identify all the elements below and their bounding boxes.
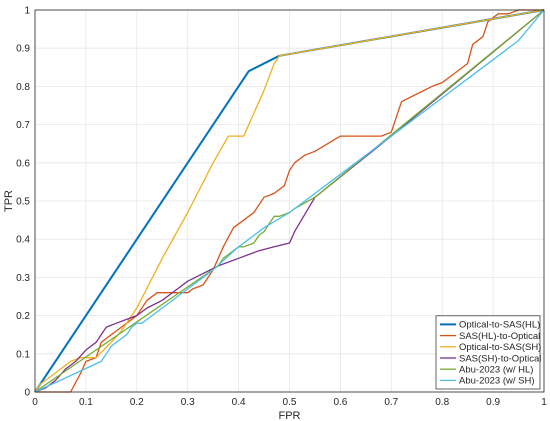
y-tick-label: 0.6 bbox=[16, 158, 30, 169]
y-tick-label: 0.3 bbox=[16, 273, 30, 284]
legend-label: Optical-to-SAS(HL) bbox=[459, 320, 540, 331]
y-tick-label: 0 bbox=[24, 388, 30, 399]
x-tick-label: 0.5 bbox=[283, 397, 297, 408]
y-tick-label: 0.5 bbox=[16, 197, 30, 208]
legend-label: SAS(SH)-to-Optical bbox=[459, 353, 541, 364]
legend-label: SAS(HL)-to-Optical bbox=[459, 331, 540, 342]
series-line-4 bbox=[34, 9, 545, 393]
y-tick-label: 0.4 bbox=[16, 235, 30, 246]
series-line-6 bbox=[34, 9, 545, 393]
legend-items: Optical-to-SAS(HL)SAS(HL)-to-OpticalOpti… bbox=[440, 320, 541, 387]
x-tick-label: 0.2 bbox=[130, 397, 144, 408]
legend-label: Abu-2023 (w/ HL) bbox=[459, 365, 533, 376]
y-tick-label: 1 bbox=[24, 6, 30, 17]
x-tick-label: 0.6 bbox=[333, 397, 347, 408]
y-tick-labels: 0 0.1 0.2 0.3 0.4 0.5 0.6 0.7 0.8 0.9 1 bbox=[16, 6, 30, 399]
y-axis-label: TPR bbox=[3, 190, 15, 212]
x-tick-label: 0.1 bbox=[79, 397, 93, 408]
x-tick-label: 0.4 bbox=[232, 397, 246, 408]
x-axis-label: FPR bbox=[279, 410, 301, 421]
plot-frame bbox=[34, 9, 545, 393]
x-tick-label: 0.8 bbox=[435, 397, 449, 408]
y-tick-label: 0.7 bbox=[16, 120, 30, 131]
series-lines bbox=[34, 9, 545, 393]
legend: Optical-to-SAS(HL)SAS(HL)-to-OpticalOpti… bbox=[435, 315, 541, 390]
series-line-3 bbox=[34, 9, 545, 393]
x-tick-label: 0.3 bbox=[181, 397, 195, 408]
y-tick-label: 0.2 bbox=[16, 311, 30, 322]
y-tick-label: 0.8 bbox=[16, 82, 30, 93]
legend-label: Abu-2023 (w/ SH) bbox=[459, 376, 535, 387]
legend-box bbox=[435, 315, 541, 390]
x-tick-label: 1 bbox=[541, 397, 547, 408]
legend-label: Optical-to-SAS(SH) bbox=[459, 342, 541, 353]
x-tick-label: 0 bbox=[32, 397, 38, 408]
y-tick-label: 0.9 bbox=[16, 44, 30, 55]
x-tick-labels: 0 0.1 0.2 0.3 0.4 0.5 0.6 0.7 0.8 0.9 1 bbox=[32, 397, 547, 408]
series-line-2 bbox=[35, 9, 544, 393]
y-tick-label: 0.1 bbox=[16, 349, 30, 360]
x-tick-label: 0.7 bbox=[384, 397, 398, 408]
x-tick-label: 0.9 bbox=[486, 397, 500, 408]
